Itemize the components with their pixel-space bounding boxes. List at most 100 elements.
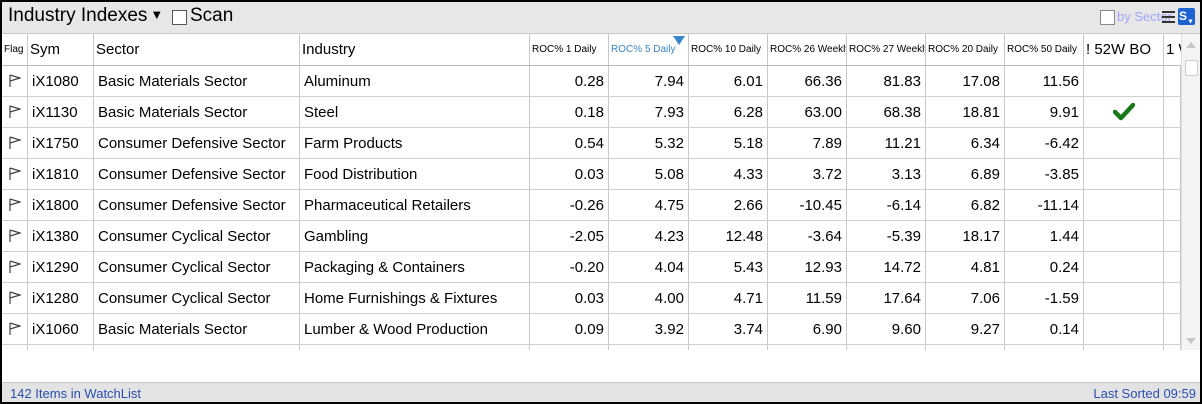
small-caret-icon: ▼ (1187, 18, 1194, 26)
column-header-52w-bo[interactable]: ! 52W BO (1084, 34, 1164, 65)
vertical-scrollbar[interactable] (1181, 34, 1200, 350)
w1-cell (1164, 97, 1181, 127)
roc1-cell: -0.26 (530, 190, 609, 220)
flag-cell[interactable] (2, 221, 28, 251)
roc27w-cell: -6.14 (847, 190, 926, 220)
sym-cell: iX1750 (28, 128, 94, 158)
scroll-down-arrow-icon[interactable] (1186, 338, 1196, 344)
column-header-sector[interactable]: Sector (94, 34, 300, 65)
roc1-cell: 0.03 (530, 159, 609, 189)
flag-icon[interactable] (8, 74, 21, 88)
flag-icon[interactable] (8, 198, 21, 212)
grid-empty-area (2, 350, 1200, 382)
table-row[interactable]: iX1380 Consumer Cyclical Sector Gambling -2… (2, 221, 1181, 252)
flag-cell[interactable] (2, 159, 28, 189)
roc1-cell: 0.03 (530, 283, 609, 313)
roc50-cell: 1.44 (1005, 221, 1084, 251)
scan-checkbox[interactable] (172, 10, 187, 25)
s-menu-button[interactable]: S▼ (1178, 8, 1195, 25)
industry-cell: Pharmaceutical Retailers (300, 190, 530, 220)
sym-cell: iX1380 (28, 221, 94, 251)
roc5-cell: 7.94 (609, 66, 689, 96)
roc27w-cell: 81.83 (847, 66, 926, 96)
table-row[interactable]: iX1280 Consumer Cyclical Sector Home Furni… (2, 283, 1181, 314)
w1-cell (1164, 221, 1181, 251)
column-header-roc26w[interactable]: ROC% 26 Weekly (768, 34, 847, 65)
flag-cell[interactable] (2, 66, 28, 96)
roc1-cell: 0.54 (530, 128, 609, 158)
scrollbar-thumb[interactable] (1185, 60, 1198, 76)
roc10-cell: 5.18 (689, 128, 768, 158)
table-row[interactable]: iX1290 Consumer Cyclical Sector Packaging … (2, 252, 1181, 283)
by-sector-checkbox[interactable] (1100, 10, 1115, 25)
industry-cell: Food Distribution (300, 159, 530, 189)
table-row[interactable]: iX1080 Basic Materials Sector Aluminum 0.28… (2, 66, 1181, 97)
column-header-roc10[interactable]: ROC% 10 Daily (689, 34, 768, 65)
sector-cell: Basic Materials Sector (94, 97, 300, 127)
flag-icon[interactable] (8, 167, 21, 181)
table-row[interactable]: iX1060 Basic Materials Sector Lumber & Woo… (2, 314, 1181, 345)
flag-icon[interactable] (8, 105, 21, 119)
flag-icon[interactable] (8, 322, 21, 336)
roc50-cell: 0.24 (1005, 252, 1084, 282)
roc1-cell: -0.20 (530, 252, 609, 282)
flag-icon[interactable] (8, 260, 21, 274)
roc5-cell: 7.93 (609, 97, 689, 127)
roc10-cell: 4.33 (689, 159, 768, 189)
hamburger-menu-icon[interactable] (1162, 11, 1175, 23)
sector-cell: Consumer Cyclical Sector (94, 252, 300, 282)
sym-cell: iX1810 (28, 159, 94, 189)
toolbar: Industry Indexes ▼ Scan by Sector S▼ (2, 2, 1200, 34)
roc50-cell: 0.14 (1005, 314, 1084, 344)
column-header-roc20[interactable]: ROC% 20 Daily (926, 34, 1005, 65)
table-row[interactable]: iX1750 Consumer Defensive Sector Farm Prod… (2, 128, 1181, 159)
industry-cell: Gambling (300, 221, 530, 251)
w1-cell (1164, 128, 1181, 158)
flag-cell[interactable] (2, 283, 28, 313)
column-header-roc5-label: ROC% 5 Daily (611, 44, 676, 55)
column-header-flag[interactable]: Flag (2, 34, 28, 65)
flag-cell[interactable] (2, 128, 28, 158)
column-header-roc50[interactable]: ROC% 50 Daily (1005, 34, 1084, 65)
by-sector-label: by Sector (1117, 9, 1172, 24)
column-header-sym[interactable]: Sym (28, 34, 94, 65)
roc10-cell: 6.28 (689, 97, 768, 127)
list-selector-dropdown[interactable]: Industry Indexes ▼ (8, 5, 163, 27)
roc5-cell: 4.04 (609, 252, 689, 282)
w1-cell (1164, 283, 1181, 313)
items-count-text: 142 Items in WatchList (10, 386, 142, 401)
table-row[interactable]: iX1130 Basic Materials Sector Steel 0.18 7.9… (2, 97, 1181, 128)
roc50-cell: 11.56 (1005, 66, 1084, 96)
sort-descending-icon (673, 36, 685, 45)
s-button-label: S (1179, 9, 1188, 23)
sym-cell: iX1080 (28, 66, 94, 96)
sym-cell: iX1060 (28, 314, 94, 344)
column-header-industry[interactable]: Industry (300, 34, 530, 65)
flag-icon[interactable] (8, 291, 21, 305)
flag-cell[interactable] (2, 252, 28, 282)
w1-cell (1164, 66, 1181, 96)
industry-cell: Steel (300, 97, 530, 127)
flag-cell[interactable] (2, 190, 28, 220)
column-header-roc5[interactable]: ROC% 5 Daily (609, 34, 689, 65)
roc50-cell: -11.14 (1005, 190, 1084, 220)
industry-cell: Farm Products (300, 128, 530, 158)
roc50-cell: -3.85 (1005, 159, 1084, 189)
table-row[interactable]: iX1810 Consumer Defensive Sector Food Dist… (2, 159, 1181, 190)
roc5-cell: 4.23 (609, 221, 689, 251)
w1-cell (1164, 252, 1181, 282)
last-sorted-text: Last Sorted 09:59 (1093, 386, 1196, 401)
flag-cell[interactable] (2, 97, 28, 127)
column-header-roc1[interactable]: ROC% 1 Daily (530, 34, 609, 65)
table-row[interactable]: iX1800 Consumer Defensive Sector Pharmaceu… (2, 190, 1181, 221)
flag-cell[interactable] (2, 314, 28, 344)
checkmark-icon (1112, 103, 1135, 121)
column-header-roc27w[interactable]: ROC% 27 Weekly (847, 34, 926, 65)
flag-icon[interactable] (8, 136, 21, 150)
scroll-up-arrow-icon[interactable] (1186, 42, 1196, 48)
bo52-cell (1084, 252, 1164, 282)
roc20-cell: 9.27 (926, 314, 1005, 344)
roc50-cell: 9.91 (1005, 97, 1084, 127)
flag-icon[interactable] (8, 229, 21, 243)
